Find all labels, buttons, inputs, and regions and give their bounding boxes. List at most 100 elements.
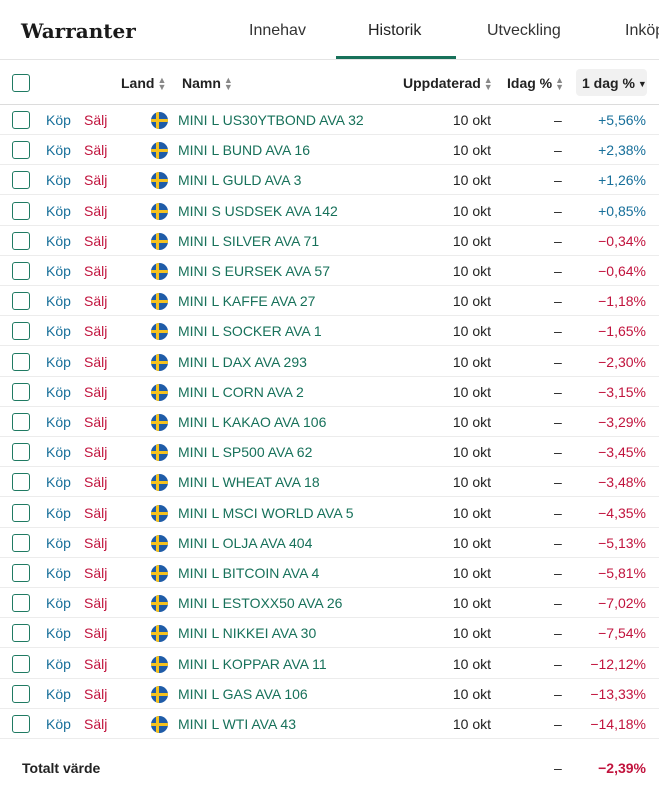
buy-button[interactable]: Köp: [46, 685, 71, 702]
buy-button[interactable]: Köp: [46, 353, 71, 370]
tab-inkop[interactable]: Inköp: [625, 22, 659, 39]
row-checkbox[interactable]: [12, 715, 30, 733]
instrument-name-link[interactable]: MINI L BUND AVA 16: [178, 142, 311, 159]
sell-button[interactable]: Sälj: [84, 595, 108, 612]
row-checkbox[interactable]: [12, 141, 30, 160]
buy-button[interactable]: Köp: [46, 534, 71, 551]
sell-button[interactable]: Sälj: [84, 565, 108, 581]
row-checkbox[interactable]: [12, 594, 30, 613]
sell-button[interactable]: Sälj: [84, 534, 108, 551]
sell-button[interactable]: Sälj: [84, 323, 108, 340]
active-tab-indicator: [336, 56, 456, 59]
instrument-name-link[interactable]: MINI L SP500 AVA 62: [178, 444, 313, 461]
sell-button[interactable]: Sälj: [84, 172, 108, 189]
column-land[interactable]: Land ▲ ▼: [121, 75, 167, 93]
instrument-name-link[interactable]: MINI L WHEAT AVA 18: [178, 474, 320, 491]
row-checkbox[interactable]: [12, 564, 30, 582]
row-checkbox[interactable]: [12, 322, 30, 341]
sell-button[interactable]: Sälj: [84, 383, 108, 400]
buy-button[interactable]: Köp: [46, 595, 71, 612]
buy-button[interactable]: Köp: [46, 716, 71, 732]
instrument-name-link[interactable]: MINI L CORN AVA 2: [178, 383, 304, 400]
buy-button[interactable]: Köp: [46, 504, 71, 521]
instrument-name-link[interactable]: MINI L SILVER AVA 71: [178, 232, 320, 249]
buy-button[interactable]: Köp: [46, 323, 71, 340]
instrument-name-link[interactable]: MINI S EURSEK AVA 57: [178, 263, 330, 279]
buy-button[interactable]: Köp: [46, 383, 71, 400]
row-checkbox[interactable]: [12, 503, 30, 522]
select-all-checkbox[interactable]: [12, 74, 30, 92]
column-namn[interactable]: Namn ▲ ▼: [182, 75, 233, 93]
instrument-name-link[interactable]: MINI L ESTOXX50 AVA 26: [178, 595, 343, 612]
buy-button[interactable]: Köp: [46, 142, 71, 159]
row-checkbox[interactable]: [12, 292, 30, 311]
instrument-name-link[interactable]: MINI L GULD AVA 3: [178, 172, 302, 189]
row-checkbox[interactable]: [12, 443, 30, 462]
sell-button[interactable]: Sälj: [84, 474, 108, 491]
buy-button[interactable]: Köp: [46, 293, 71, 310]
instrument-name-link[interactable]: MINI L MSCI WORLD AVA 5: [178, 504, 354, 521]
instrument-name-link[interactable]: MINI L WTI AVA 43: [178, 716, 296, 732]
sell-button[interactable]: Sälj: [84, 353, 108, 370]
row-checkbox[interactable]: [12, 171, 30, 190]
tab-historik[interactable]: Historik: [368, 22, 422, 39]
row-checkbox[interactable]: [12, 111, 30, 129]
row-checkbox[interactable]: [12, 654, 30, 673]
sell-button[interactable]: Sälj: [84, 263, 108, 279]
tab-utveckling[interactable]: Utveckling: [487, 22, 561, 39]
buy-button[interactable]: Köp: [46, 625, 71, 642]
sweden-flag-icon: [151, 232, 168, 250]
updated-date: 10 okt: [452, 112, 491, 128]
instrument-name-link[interactable]: MINI L KAKAO AVA 106: [178, 414, 327, 430]
instrument-name-link[interactable]: MINI S USDSEK AVA 142: [178, 202, 338, 219]
instrument-name-link[interactable]: MINI L GAS AVA 106: [178, 685, 308, 702]
sell-button[interactable]: Sälj: [84, 142, 108, 159]
sell-button[interactable]: Sälj: [84, 655, 108, 672]
buy-button[interactable]: Köp: [46, 444, 71, 461]
buy-button[interactable]: Köp: [46, 474, 71, 491]
sell-button[interactable]: Sälj: [84, 625, 108, 642]
1-dag-value: −12,12%: [590, 655, 646, 672]
buy-button[interactable]: Köp: [46, 112, 71, 128]
row-checkbox[interactable]: [12, 624, 30, 643]
buy-button[interactable]: Köp: [46, 414, 71, 430]
buy-button[interactable]: Köp: [46, 263, 71, 279]
buy-button[interactable]: Köp: [46, 232, 71, 249]
instrument-name-link[interactable]: MINI L DAX AVA 293: [178, 353, 307, 370]
sell-button[interactable]: Sälj: [84, 293, 108, 310]
sell-button[interactable]: Sälj: [84, 232, 108, 249]
sell-button[interactable]: Sälj: [84, 414, 108, 430]
column-idag[interactable]: Idag % ▲ ▼: [507, 75, 565, 93]
buy-button[interactable]: Köp: [46, 655, 71, 672]
sell-button[interactable]: Sälj: [84, 685, 108, 702]
sell-button[interactable]: Sälj: [84, 202, 108, 219]
tab-innehav[interactable]: Innehav: [249, 22, 306, 39]
buy-button[interactable]: Köp: [46, 202, 71, 219]
row-checkbox[interactable]: [12, 262, 30, 280]
instrument-name-link[interactable]: MINI L KOPPAR AVA 11: [178, 655, 327, 672]
buy-button[interactable]: Köp: [46, 172, 71, 189]
column-1-dag[interactable]: 1 dag % ▼: [582, 75, 647, 91]
sell-button[interactable]: Sälj: [84, 112, 108, 128]
instrument-name-link[interactable]: MINI L NIKKEI AVA 30: [178, 625, 317, 642]
row-checkbox[interactable]: [12, 201, 30, 220]
row-checkbox[interactable]: [12, 473, 30, 492]
row-checkbox[interactable]: [12, 684, 30, 703]
instrument-name-link[interactable]: MINI L US30YTBOND AVA 32: [178, 112, 364, 128]
column-uppdaterad[interactable]: Uppdaterad ▲ ▼: [403, 75, 493, 93]
sweden-flag-icon: [151, 202, 168, 220]
instrument-name-link[interactable]: MINI L SOCKER AVA 1: [178, 323, 322, 340]
sell-button[interactable]: Sälj: [84, 444, 108, 461]
buy-button[interactable]: Köp: [46, 565, 71, 581]
sell-button[interactable]: Sälj: [84, 716, 108, 732]
instrument-name-link[interactable]: MINI L OLJA AVA 404: [178, 534, 313, 551]
row-checkbox[interactable]: [12, 413, 30, 431]
sell-button[interactable]: Sälj: [84, 504, 108, 521]
row-checkbox[interactable]: [12, 382, 30, 401]
instrument-name-link[interactable]: MINI L BITCOIN AVA 4: [178, 565, 320, 581]
row-checkbox[interactable]: [12, 352, 30, 371]
sweden-flag-icon: [151, 474, 168, 492]
row-checkbox[interactable]: [12, 231, 30, 250]
instrument-name-link[interactable]: MINI L KAFFE AVA 27: [178, 293, 316, 310]
row-checkbox[interactable]: [12, 533, 30, 552]
